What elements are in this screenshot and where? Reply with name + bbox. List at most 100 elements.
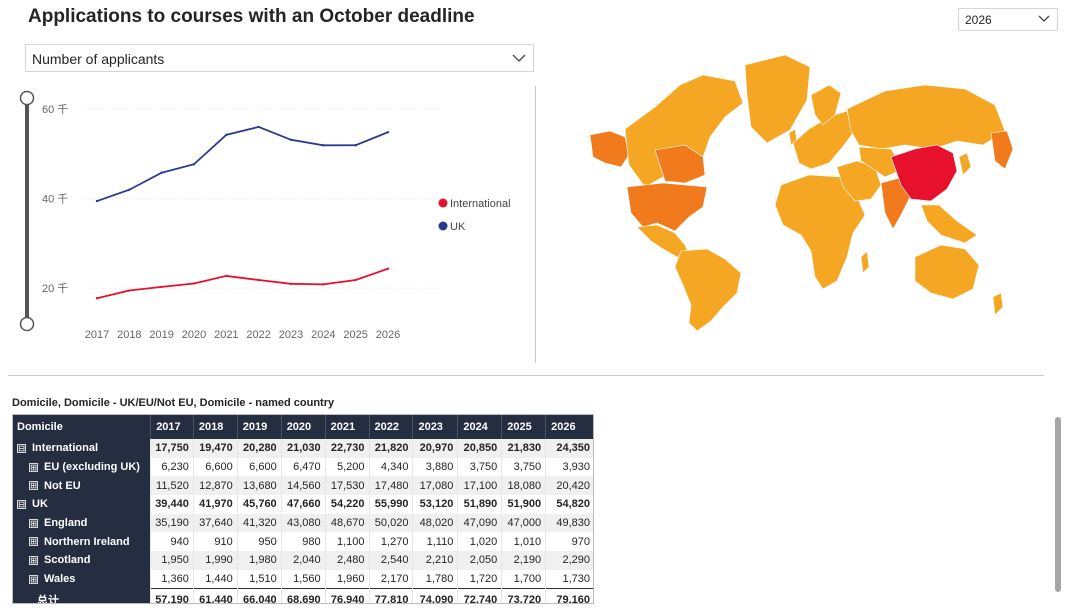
- table-cell: 1,360: [150, 569, 194, 589]
- expand-icon[interactable]: ⊞: [29, 556, 38, 566]
- table-cell: 21,030: [281, 439, 326, 458]
- table-cell: 41,970: [193, 495, 238, 514]
- column-header[interactable]: 2022: [369, 415, 414, 439]
- row-label-text: International: [32, 442, 99, 455]
- table-cell: 3,880: [412, 457, 459, 477]
- data-point: [160, 171, 163, 174]
- column-header[interactable]: 2017: [150, 415, 194, 439]
- table-cell: 2,540: [369, 551, 414, 570]
- x-tick-label: 2025: [343, 329, 367, 341]
- series-line-uk: [96, 125, 389, 202]
- table-row[interactable]: ⊟ International 17,750 19,470 20,280 21,030 22…: [13, 439, 593, 458]
- row-label[interactable]: ⊟ International: [13, 439, 152, 458]
- map-region-far-east[interactable]: [990, 130, 1014, 170]
- x-tick-label: 2019: [149, 329, 173, 341]
- row-label[interactable]: ⊞ Not EU: [13, 476, 152, 496]
- x-tick-label: 2021: [214, 329, 238, 341]
- map-region-greenland[interactable]: [744, 54, 811, 144]
- map-region-alaska[interactable]: [589, 130, 630, 168]
- map-region-korea-japan[interactable]: [958, 152, 972, 176]
- legend-marker: [438, 221, 448, 231]
- column-header[interactable]: 2019: [237, 415, 282, 439]
- column-header[interactable]: Domicile: [13, 415, 152, 439]
- slider-handle-bottom[interactable]: [19, 316, 35, 332]
- row-label[interactable]: ⊞ England: [13, 513, 152, 533]
- data-point: [95, 297, 99, 300]
- table-row[interactable]: ⊞ Scotland 1,950 1,990 1,980 2,040 2,480 2,540 2…: [13, 551, 593, 570]
- expand-icon[interactable]: ⊞: [29, 518, 38, 528]
- metric-dropdown[interactable]: Number of applicants: [25, 44, 534, 72]
- data-point: [257, 125, 260, 129]
- table-cell: 1,560: [281, 569, 326, 589]
- table-cell: 1,960: [325, 569, 370, 589]
- map-region-central-asia[interactable]: [858, 146, 904, 178]
- page-title: Applications to courses with an October …: [28, 6, 475, 27]
- column-header[interactable]: 2024: [457, 415, 503, 439]
- column-header[interactable]: 2021: [325, 415, 370, 439]
- vertical-scrollbar[interactable]: [1055, 417, 1061, 592]
- table-cell: 1,020: [457, 532, 503, 552]
- x-tick-label: 2026: [376, 329, 400, 341]
- map-region-south-america[interactable]: [674, 248, 742, 332]
- map-region-europe[interactable]: [792, 110, 854, 170]
- column-header[interactable]: 2025: [501, 415, 547, 439]
- data-point: [386, 267, 390, 270]
- x-tick-label: 2018: [117, 329, 141, 341]
- expand-icon[interactable]: ⊞: [29, 462, 38, 472]
- map-region-china[interactable]: [890, 144, 958, 202]
- row-label[interactable]: ⊞ EU (excluding UK): [13, 457, 152, 477]
- year-dropdown[interactable]: 2026: [958, 8, 1058, 31]
- collapse-icon[interactable]: ⊟: [17, 500, 26, 509]
- data-point: [322, 283, 325, 286]
- table-cell: 950: [237, 532, 282, 552]
- data-point: [289, 138, 293, 141]
- table-cell: 47,090: [457, 513, 503, 533]
- table-cell: 47,000: [501, 513, 547, 533]
- table-row[interactable]: ⊞ Northern Ireland 940 910 950 980 1,100 1,270 1…: [13, 532, 593, 552]
- table-cell: 14,560: [281, 476, 326, 496]
- matrix-table[interactable]: Domicile 2017 2018 2019 2020 2021 2022 2…: [12, 414, 594, 604]
- row-label-text: England: [44, 517, 88, 530]
- map-region-middle-east[interactable]: [836, 160, 882, 202]
- table-row[interactable]: ⊞ Wales 1,360 1,440 1,510 1,560 1,960 2,170 1,78…: [13, 569, 593, 589]
- table-cell: 45,760: [237, 495, 282, 514]
- total-label: 总计: [13, 588, 152, 603]
- table-cell: 54,820: [545, 495, 593, 514]
- map-region-southeast-asia[interactable]: [920, 204, 978, 244]
- table-cell: 2,170: [369, 569, 414, 589]
- row-label-text: Not EU: [44, 479, 81, 492]
- map-region-australia[interactable]: [914, 244, 980, 300]
- expand-icon[interactable]: ⊞: [29, 481, 38, 491]
- legend-marker: [438, 198, 448, 208]
- slider-handle-top[interactable]: [19, 90, 35, 106]
- table-row[interactable]: ⊞ Not EU 11,520 12,870 13,680 14,560 17,530 17,…: [13, 476, 593, 496]
- chevron-down-icon: [512, 54, 526, 62]
- table-row[interactable]: ⊞ EU (excluding UK) 6,230 6,600 6,600 6,470 5,…: [13, 457, 593, 477]
- column-header[interactable]: 2018: [193, 415, 238, 439]
- total-cell: 68,690: [281, 588, 326, 603]
- expand-icon[interactable]: ⊞: [29, 537, 38, 547]
- row-label[interactable]: ⊞ Wales: [13, 569, 152, 589]
- table-cell: 20,850: [457, 439, 503, 458]
- range-slider[interactable]: [13, 88, 41, 334]
- map-region-usa[interactable]: [626, 182, 708, 232]
- map-region-canada-east[interactable]: [654, 144, 706, 184]
- table-row[interactable]: ⊟ UK 39,440 41,970 45,760 47,660 54,220 55,990 5…: [13, 495, 593, 514]
- table-cell: 2,190: [501, 551, 547, 570]
- map-region-russia[interactable]: [846, 84, 1006, 150]
- table-row[interactable]: ⊞ England 35,190 37,640 41,320 43,080 48,670 50…: [13, 513, 593, 533]
- collapse-icon[interactable]: ⊟: [17, 443, 26, 453]
- table-cell: 49,830: [545, 513, 593, 533]
- table-cell: 20,420: [545, 476, 593, 496]
- row-label[interactable]: ⊞ Scotland: [13, 551, 152, 570]
- world-map[interactable]: [585, 45, 1015, 335]
- map-region-madagascar[interactable]: [860, 250, 870, 274]
- map-region-new-zealand[interactable]: [992, 292, 1004, 316]
- column-header[interactable]: 2023: [412, 415, 459, 439]
- column-header[interactable]: 2026: [545, 415, 593, 439]
- row-label[interactable]: ⊞ Northern Ireland: [13, 532, 152, 552]
- expand-icon[interactable]: ⊞: [29, 574, 38, 584]
- map-region-scandinavia[interactable]: [810, 84, 842, 126]
- row-label[interactable]: ⊟ UK: [13, 495, 152, 514]
- column-header[interactable]: 2020: [281, 415, 326, 439]
